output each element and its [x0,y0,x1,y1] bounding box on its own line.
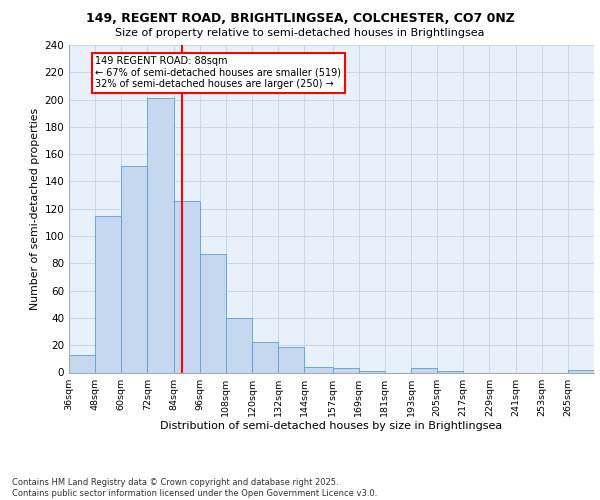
Bar [411,368,437,372]
Bar [278,346,304,372]
Bar [332,368,359,372]
Text: Size of property relative to semi-detached houses in Brightlingsea: Size of property relative to semi-detach… [115,28,485,38]
Bar [304,367,332,372]
Bar [121,166,148,372]
Bar [148,98,173,372]
Text: Contains HM Land Registry data © Crown copyright and database right 2025.
Contai: Contains HM Land Registry data © Crown c… [12,478,377,498]
Text: 149, REGENT ROAD, BRIGHTLINGSEA, COLCHESTER, CO7 0NZ: 149, REGENT ROAD, BRIGHTLINGSEA, COLCHES… [86,12,514,26]
Bar [437,371,463,372]
Bar [69,355,95,372]
Bar [359,371,385,372]
Bar [226,318,252,372]
Bar [173,200,200,372]
X-axis label: Distribution of semi-detached houses by size in Brightlingsea: Distribution of semi-detached houses by … [160,422,503,432]
Bar [95,216,121,372]
Y-axis label: Number of semi-detached properties: Number of semi-detached properties [30,108,40,310]
Text: 149 REGENT ROAD: 88sqm
← 67% of semi-detached houses are smaller (519)
32% of se: 149 REGENT ROAD: 88sqm ← 67% of semi-det… [95,56,341,89]
Bar [200,254,226,372]
Bar [252,342,278,372]
Bar [568,370,594,372]
